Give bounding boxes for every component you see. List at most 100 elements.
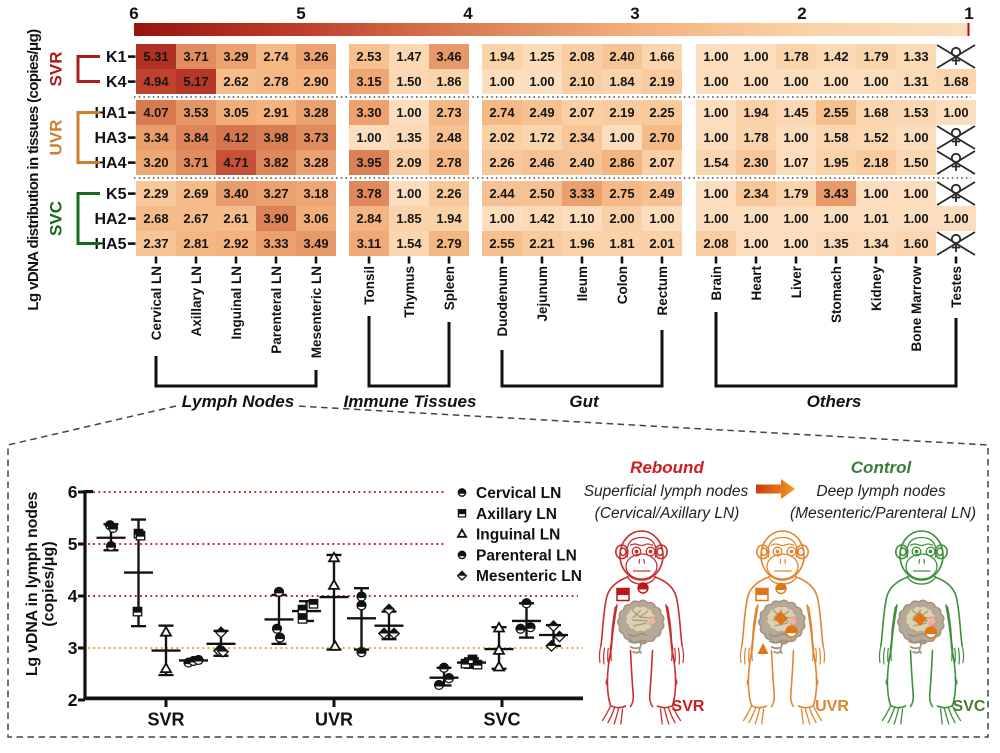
svg-text:1.53: 1.53 bbox=[903, 105, 928, 120]
svg-text:6: 6 bbox=[68, 482, 78, 502]
svg-text:2.02: 2.02 bbox=[489, 130, 514, 145]
svg-text:1.00: 1.00 bbox=[823, 74, 848, 89]
svg-text:2.34: 2.34 bbox=[569, 130, 595, 145]
svg-text:1.54: 1.54 bbox=[703, 155, 729, 170]
svg-text:HA3: HA3 bbox=[94, 130, 126, 147]
svg-text:2.50: 2.50 bbox=[529, 186, 554, 201]
svg-text:2.92: 2.92 bbox=[223, 236, 248, 251]
svg-text:1.85: 1.85 bbox=[396, 211, 421, 226]
svg-text:2.46: 2.46 bbox=[529, 155, 554, 170]
svg-text:HA2: HA2 bbox=[94, 211, 126, 228]
svg-text:Ileum: Ileum bbox=[575, 266, 590, 301]
svg-text:1.00: 1.00 bbox=[903, 211, 928, 226]
svg-text:Testes: Testes bbox=[949, 266, 964, 308]
svg-text:Lymph Nodes: Lymph Nodes bbox=[182, 392, 294, 411]
svg-text:3.53: 3.53 bbox=[183, 105, 208, 120]
svg-text:1.54: 1.54 bbox=[396, 236, 422, 251]
svg-text:1.68: 1.68 bbox=[863, 105, 888, 120]
svg-text:3.95: 3.95 bbox=[356, 155, 381, 170]
svg-text:K1: K1 bbox=[106, 49, 127, 66]
svg-text:4: 4 bbox=[68, 586, 78, 606]
svg-text:1.00: 1.00 bbox=[703, 186, 728, 201]
svg-text:2.62: 2.62 bbox=[223, 74, 248, 89]
svg-text:Kidney: Kidney bbox=[869, 266, 884, 312]
svg-text:4.71: 4.71 bbox=[223, 155, 248, 170]
svg-text:2.19: 2.19 bbox=[609, 105, 634, 120]
svg-text:2: 2 bbox=[68, 690, 78, 710]
svg-text:2.68: 2.68 bbox=[143, 211, 168, 226]
svg-text:2: 2 bbox=[797, 4, 806, 23]
svg-text:SVR: SVR bbox=[672, 698, 705, 715]
svg-text:1.00: 1.00 bbox=[396, 105, 421, 120]
svg-text:1.86: 1.86 bbox=[436, 74, 461, 89]
svg-text:2.74: 2.74 bbox=[489, 105, 515, 120]
svg-text:1.01: 1.01 bbox=[863, 211, 888, 226]
svg-text:2.07: 2.07 bbox=[569, 105, 594, 120]
svg-text:2.29: 2.29 bbox=[143, 186, 168, 201]
svg-text:Inguinal LN: Inguinal LN bbox=[229, 266, 244, 340]
svg-text:2.91: 2.91 bbox=[263, 105, 288, 120]
svg-text:3.49: 3.49 bbox=[303, 236, 328, 251]
svg-text:1.34: 1.34 bbox=[863, 236, 889, 251]
svg-text:Bone Marrow: Bone Marrow bbox=[909, 266, 924, 352]
svg-text:3.78: 3.78 bbox=[356, 186, 381, 201]
svg-text:3.40: 3.40 bbox=[223, 186, 248, 201]
svg-text:2.78: 2.78 bbox=[436, 155, 461, 170]
svg-text:3.06: 3.06 bbox=[303, 211, 328, 226]
svg-text:Tonsil: Tonsil bbox=[362, 266, 377, 305]
svg-text:1.00: 1.00 bbox=[703, 130, 728, 145]
svg-text:1.84: 1.84 bbox=[609, 74, 635, 89]
svg-text:3.15: 3.15 bbox=[356, 74, 381, 89]
svg-text:1.31: 1.31 bbox=[903, 74, 928, 89]
svg-text:2.00: 2.00 bbox=[609, 211, 634, 226]
svg-text:1: 1 bbox=[964, 4, 973, 23]
svg-text:2.53: 2.53 bbox=[356, 49, 381, 64]
svg-text:K4: K4 bbox=[106, 74, 127, 91]
svg-text:UVR: UVR bbox=[815, 698, 849, 715]
svg-text:3.33: 3.33 bbox=[263, 236, 288, 251]
svg-text:2.55: 2.55 bbox=[823, 105, 848, 120]
svg-text:UVR: UVR bbox=[315, 710, 353, 730]
svg-text:1.00: 1.00 bbox=[703, 49, 728, 64]
svg-text:1.00: 1.00 bbox=[743, 74, 768, 89]
svg-text:2.26: 2.26 bbox=[489, 155, 514, 170]
svg-text:Axillary LN: Axillary LN bbox=[476, 506, 557, 523]
svg-text:1.96: 1.96 bbox=[569, 236, 594, 251]
svg-text:1.00: 1.00 bbox=[529, 74, 554, 89]
svg-text:3.28: 3.28 bbox=[303, 155, 328, 170]
svg-text:1.00: 1.00 bbox=[489, 211, 514, 226]
svg-text:1.68: 1.68 bbox=[943, 74, 968, 89]
svg-text:2.55: 2.55 bbox=[489, 236, 514, 251]
svg-text:1.00: 1.00 bbox=[903, 186, 928, 201]
svg-text:1.42: 1.42 bbox=[529, 211, 554, 226]
svg-text:2.44: 2.44 bbox=[489, 186, 515, 201]
svg-text:Superficial lymph nodes: Superficial lymph nodes bbox=[584, 483, 749, 500]
svg-text:1.00: 1.00 bbox=[823, 211, 848, 226]
svg-text:Brain: Brain bbox=[709, 266, 724, 301]
svg-text:1.00: 1.00 bbox=[863, 186, 888, 201]
svg-text:2.37: 2.37 bbox=[143, 236, 168, 251]
svg-text:3.11: 3.11 bbox=[357, 236, 382, 251]
svg-text:5: 5 bbox=[296, 4, 305, 23]
svg-text:2.49: 2.49 bbox=[649, 186, 674, 201]
svg-text:1.33: 1.33 bbox=[903, 49, 928, 64]
svg-text:1.45: 1.45 bbox=[783, 105, 808, 120]
svg-text:SVR: SVR bbox=[47, 52, 66, 87]
svg-text:3.71: 3.71 bbox=[183, 155, 208, 170]
svg-text:2.49: 2.49 bbox=[529, 105, 554, 120]
svg-text:1.00: 1.00 bbox=[609, 130, 634, 145]
svg-text:Duodenum: Duodenum bbox=[495, 266, 510, 337]
svg-text:4.07: 4.07 bbox=[143, 105, 168, 120]
svg-text:2.75: 2.75 bbox=[609, 186, 634, 201]
svg-text:1.52: 1.52 bbox=[863, 130, 888, 145]
svg-text:Mesenteric LN: Mesenteric LN bbox=[476, 568, 582, 585]
svg-text:2.90: 2.90 bbox=[303, 74, 328, 89]
svg-text:1.00: 1.00 bbox=[903, 130, 928, 145]
svg-text:5.17: 5.17 bbox=[183, 74, 208, 89]
svg-text:Axillary LN: Axillary LN bbox=[189, 266, 204, 337]
svg-text:1.95: 1.95 bbox=[823, 155, 848, 170]
svg-text:SVC: SVC bbox=[953, 698, 986, 715]
svg-text:2.18: 2.18 bbox=[863, 155, 888, 170]
svg-text:6: 6 bbox=[129, 4, 138, 23]
svg-text:1.00: 1.00 bbox=[356, 130, 381, 145]
